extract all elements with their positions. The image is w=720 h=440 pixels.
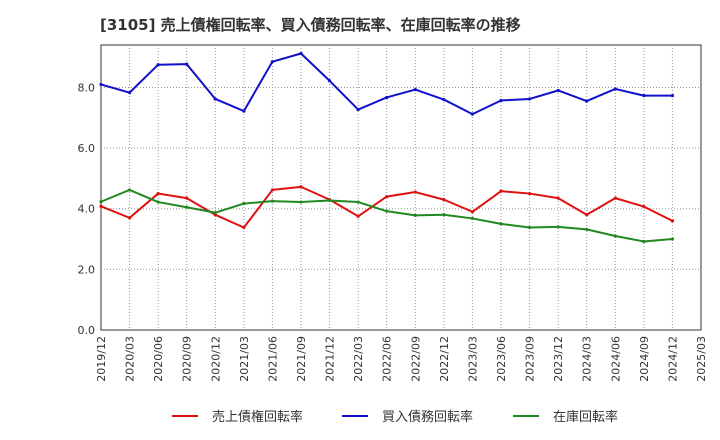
data-point [470, 216, 475, 221]
data-point [327, 79, 332, 83]
y-tick-label: 4.0 [78, 203, 96, 216]
legend-label: 買入債務回転率 [382, 409, 473, 425]
data-point [613, 87, 617, 91]
data-point [356, 107, 360, 112]
data-point [413, 87, 417, 92]
x-tick-label: 2020/06 [152, 336, 165, 382]
data-point [499, 98, 503, 103]
y-tick-label: 6.0 [78, 142, 96, 155]
data-point [185, 62, 189, 66]
data-point [270, 60, 275, 64]
x-tick-label: 2023/03 [466, 336, 479, 382]
data-point [127, 91, 132, 95]
x-tick-label: 2020/09 [181, 336, 194, 382]
x-tick-label: 2022/09 [409, 336, 422, 382]
data-point [670, 94, 675, 98]
data-point [185, 196, 189, 200]
data-point [242, 109, 246, 113]
data-point [613, 196, 617, 200]
x-tick-label: 2022/12 [438, 336, 451, 382]
data-point [642, 239, 646, 244]
data-point [585, 99, 589, 103]
data-point [470, 112, 475, 116]
x-tick-label: 2024/03 [581, 336, 594, 382]
data-point [99, 200, 103, 204]
data-point [156, 200, 160, 204]
data-point [242, 225, 246, 230]
data-point [585, 213, 589, 217]
legend-label: 売上債権回転率 [212, 409, 303, 425]
data-point [442, 97, 446, 102]
data-point [385, 95, 389, 100]
data-point [670, 237, 675, 241]
legend-label: 在庫回転率 [553, 409, 618, 425]
x-tick-label: 2022/03 [352, 336, 365, 382]
y-tick-label: 8.0 [78, 81, 96, 94]
data-point [385, 194, 389, 199]
data-point [499, 222, 503, 226]
y-tick-label: 0.0 [78, 324, 96, 337]
data-point [642, 94, 646, 98]
data-point [527, 191, 532, 196]
data-point [127, 216, 132, 220]
chart-title: [3105] 売上債権回転率、買入債務回転率、在庫回転率の推移 [100, 16, 521, 34]
data-point [242, 201, 246, 206]
x-tick-label: 2021/09 [295, 336, 308, 382]
data-point [156, 191, 160, 196]
y-tick-label: 2.0 [78, 263, 96, 276]
x-tick-label: 2025/03 [695, 336, 708, 382]
data-point [470, 210, 475, 214]
data-point [642, 205, 646, 209]
data-point [156, 63, 160, 67]
data-point [442, 213, 446, 217]
x-tick-label: 2024/09 [638, 336, 651, 382]
x-tick-label: 2021/06 [266, 336, 279, 382]
x-tick-label: 2021/12 [324, 336, 337, 382]
data-point [585, 227, 589, 231]
data-point [499, 189, 503, 193]
data-point [356, 200, 360, 204]
data-point [213, 211, 217, 215]
data-point [127, 188, 132, 192]
data-point [299, 51, 303, 56]
data-point [185, 205, 189, 209]
x-tick-label: 2023/06 [495, 336, 508, 382]
data-point [99, 204, 103, 208]
data-point [213, 97, 217, 101]
data-point [99, 82, 103, 87]
data-point [270, 188, 275, 192]
data-point [299, 200, 303, 204]
data-point [556, 225, 560, 229]
legend: 売上債権回転率 買入債務回転率 在庫回転率 [172, 409, 618, 425]
plot-area: 0.0 2.0 4.0 6.0 8.0 2019/12 2020/03 2020/06 2020… [78, 44, 708, 382]
data-point [442, 198, 446, 202]
data-point [527, 225, 532, 230]
x-tick-label: 2020/03 [124, 336, 137, 382]
data-point [613, 234, 617, 238]
data-point [527, 97, 532, 101]
data-point [356, 214, 360, 218]
x-tick-label: 2024/12 [666, 336, 679, 382]
data-point [670, 219, 675, 223]
data-point [413, 190, 417, 194]
data-point [270, 199, 275, 203]
x-tick-label: 2020/12 [209, 336, 222, 382]
data-point [327, 198, 332, 203]
x-tick-label: 2019/12 [95, 336, 108, 382]
data-point [299, 185, 303, 189]
x-tick-label: 2024/06 [609, 336, 622, 382]
data-point [556, 88, 560, 93]
data-point [413, 213, 417, 217]
data-point [385, 209, 389, 213]
x-tick-label: 2023/09 [524, 336, 537, 382]
x-tick-label: 2021/03 [238, 336, 251, 382]
x-tick-label: 2022/06 [381, 336, 394, 382]
x-tick-label: 2023/12 [552, 336, 565, 382]
data-point [556, 196, 560, 200]
